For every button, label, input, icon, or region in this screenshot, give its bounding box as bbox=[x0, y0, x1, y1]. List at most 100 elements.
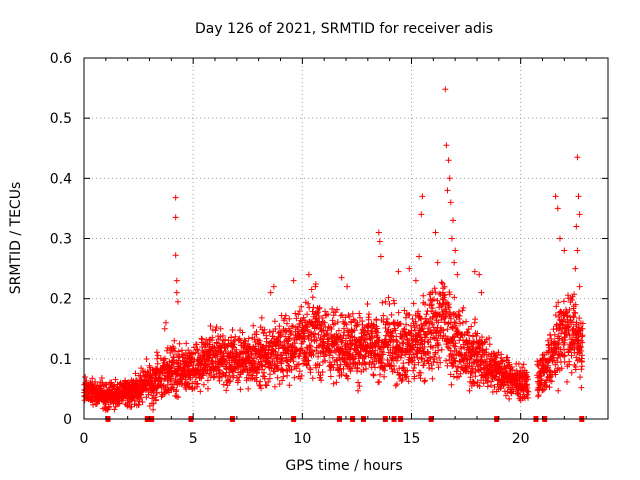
scatter-point bbox=[408, 327, 415, 334]
scatter-point bbox=[441, 319, 448, 326]
scatter-point bbox=[309, 347, 315, 353]
scatter-point bbox=[197, 388, 204, 395]
scatter-point bbox=[279, 377, 286, 384]
scatter-point bbox=[316, 305, 322, 312]
scatter-point bbox=[431, 296, 437, 303]
scatter-point bbox=[334, 306, 340, 313]
scatter-point bbox=[345, 331, 351, 338]
scatter-point bbox=[282, 312, 289, 319]
scatter-point bbox=[204, 377, 211, 384]
scatter-point bbox=[425, 350, 432, 357]
scatter-point bbox=[220, 381, 227, 388]
scatter-point bbox=[435, 341, 442, 348]
peak-point bbox=[173, 289, 180, 296]
scatter-point bbox=[284, 320, 290, 327]
scatter-point bbox=[132, 370, 139, 377]
scatter-point bbox=[343, 335, 349, 342]
scatter-point bbox=[276, 343, 283, 350]
scatter-point bbox=[571, 291, 578, 298]
scatter-point bbox=[481, 339, 488, 346]
scatter-point bbox=[431, 356, 438, 363]
scatter-point bbox=[286, 363, 293, 370]
scatter-point bbox=[235, 377, 242, 384]
scatter-point bbox=[300, 330, 307, 337]
peak-point bbox=[161, 325, 168, 332]
scatter-point bbox=[344, 375, 351, 382]
scatter-point bbox=[464, 329, 471, 336]
scatter-point bbox=[421, 343, 428, 350]
scatter-point bbox=[257, 378, 264, 385]
scatter-point bbox=[338, 369, 345, 376]
scatter-point bbox=[381, 363, 388, 370]
scatter-point bbox=[337, 312, 344, 319]
peak-point bbox=[557, 235, 563, 242]
scatter-point bbox=[316, 304, 323, 311]
scatter-point bbox=[447, 371, 454, 378]
scatter-point bbox=[193, 374, 200, 381]
scatter-point bbox=[194, 346, 201, 353]
scatter-point bbox=[229, 327, 236, 333]
scatter-point bbox=[546, 384, 553, 391]
scatter-point bbox=[506, 395, 513, 402]
scatter-point bbox=[236, 374, 243, 381]
scatter-point bbox=[564, 324, 571, 331]
scatter-point bbox=[448, 381, 455, 388]
scatter-point bbox=[92, 378, 99, 385]
scatter-point bbox=[573, 319, 580, 326]
scatter-point bbox=[293, 315, 300, 322]
scatter-point bbox=[421, 378, 428, 385]
scatter-point bbox=[312, 330, 319, 337]
scatter-point bbox=[442, 314, 449, 321]
scatter-point bbox=[346, 313, 353, 320]
scatter-point bbox=[456, 313, 463, 319]
scatter-point bbox=[271, 318, 278, 325]
scatter-point bbox=[388, 311, 395, 318]
scatter-point bbox=[417, 315, 424, 321]
scatter-point bbox=[374, 329, 381, 336]
peak-point bbox=[418, 211, 425, 218]
scatter-point bbox=[384, 316, 391, 322]
scatter-point bbox=[304, 358, 311, 365]
scatter-point bbox=[551, 349, 557, 356]
scatter-point bbox=[420, 292, 427, 299]
scatter-point bbox=[267, 371, 273, 378]
scatter-point bbox=[223, 387, 230, 394]
scatter-point bbox=[432, 289, 439, 296]
scatter-point bbox=[335, 366, 342, 373]
scatter-point bbox=[459, 319, 466, 326]
scatter-point bbox=[503, 392, 509, 399]
scatter-point bbox=[245, 335, 252, 342]
scatter-point bbox=[425, 339, 432, 346]
scatter-point bbox=[241, 342, 248, 349]
scatter-point bbox=[351, 327, 358, 334]
scatter-point bbox=[313, 364, 320, 371]
scatter-point bbox=[314, 322, 321, 329]
y-tick-label: 0.5 bbox=[50, 111, 72, 127]
scatter-point bbox=[317, 372, 324, 379]
y-tick-label: 0.6 bbox=[50, 51, 72, 67]
peak-point bbox=[312, 283, 319, 290]
scatter-point bbox=[296, 308, 303, 315]
scatter-point bbox=[402, 331, 409, 338]
scatter-point bbox=[386, 321, 393, 328]
scatter-point bbox=[376, 378, 383, 385]
scatter-point bbox=[471, 380, 478, 387]
scatter-point bbox=[236, 335, 243, 342]
scatter-point bbox=[468, 323, 475, 330]
scatter-point bbox=[400, 339, 407, 346]
scatter-point bbox=[222, 336, 229, 343]
scatter-point bbox=[520, 361, 527, 368]
scatter-point bbox=[307, 366, 314, 373]
scatter-point bbox=[329, 317, 336, 324]
scatter-point bbox=[271, 368, 278, 375]
scatter-point bbox=[213, 324, 220, 330]
scatter-point bbox=[382, 298, 389, 305]
scatter-point bbox=[548, 378, 555, 385]
scatter-point bbox=[453, 368, 460, 375]
scatter-point bbox=[310, 351, 317, 358]
scatter-point bbox=[525, 388, 532, 395]
scatter-point bbox=[242, 338, 249, 345]
scatter-point bbox=[403, 321, 410, 328]
scatter-point bbox=[406, 311, 413, 318]
